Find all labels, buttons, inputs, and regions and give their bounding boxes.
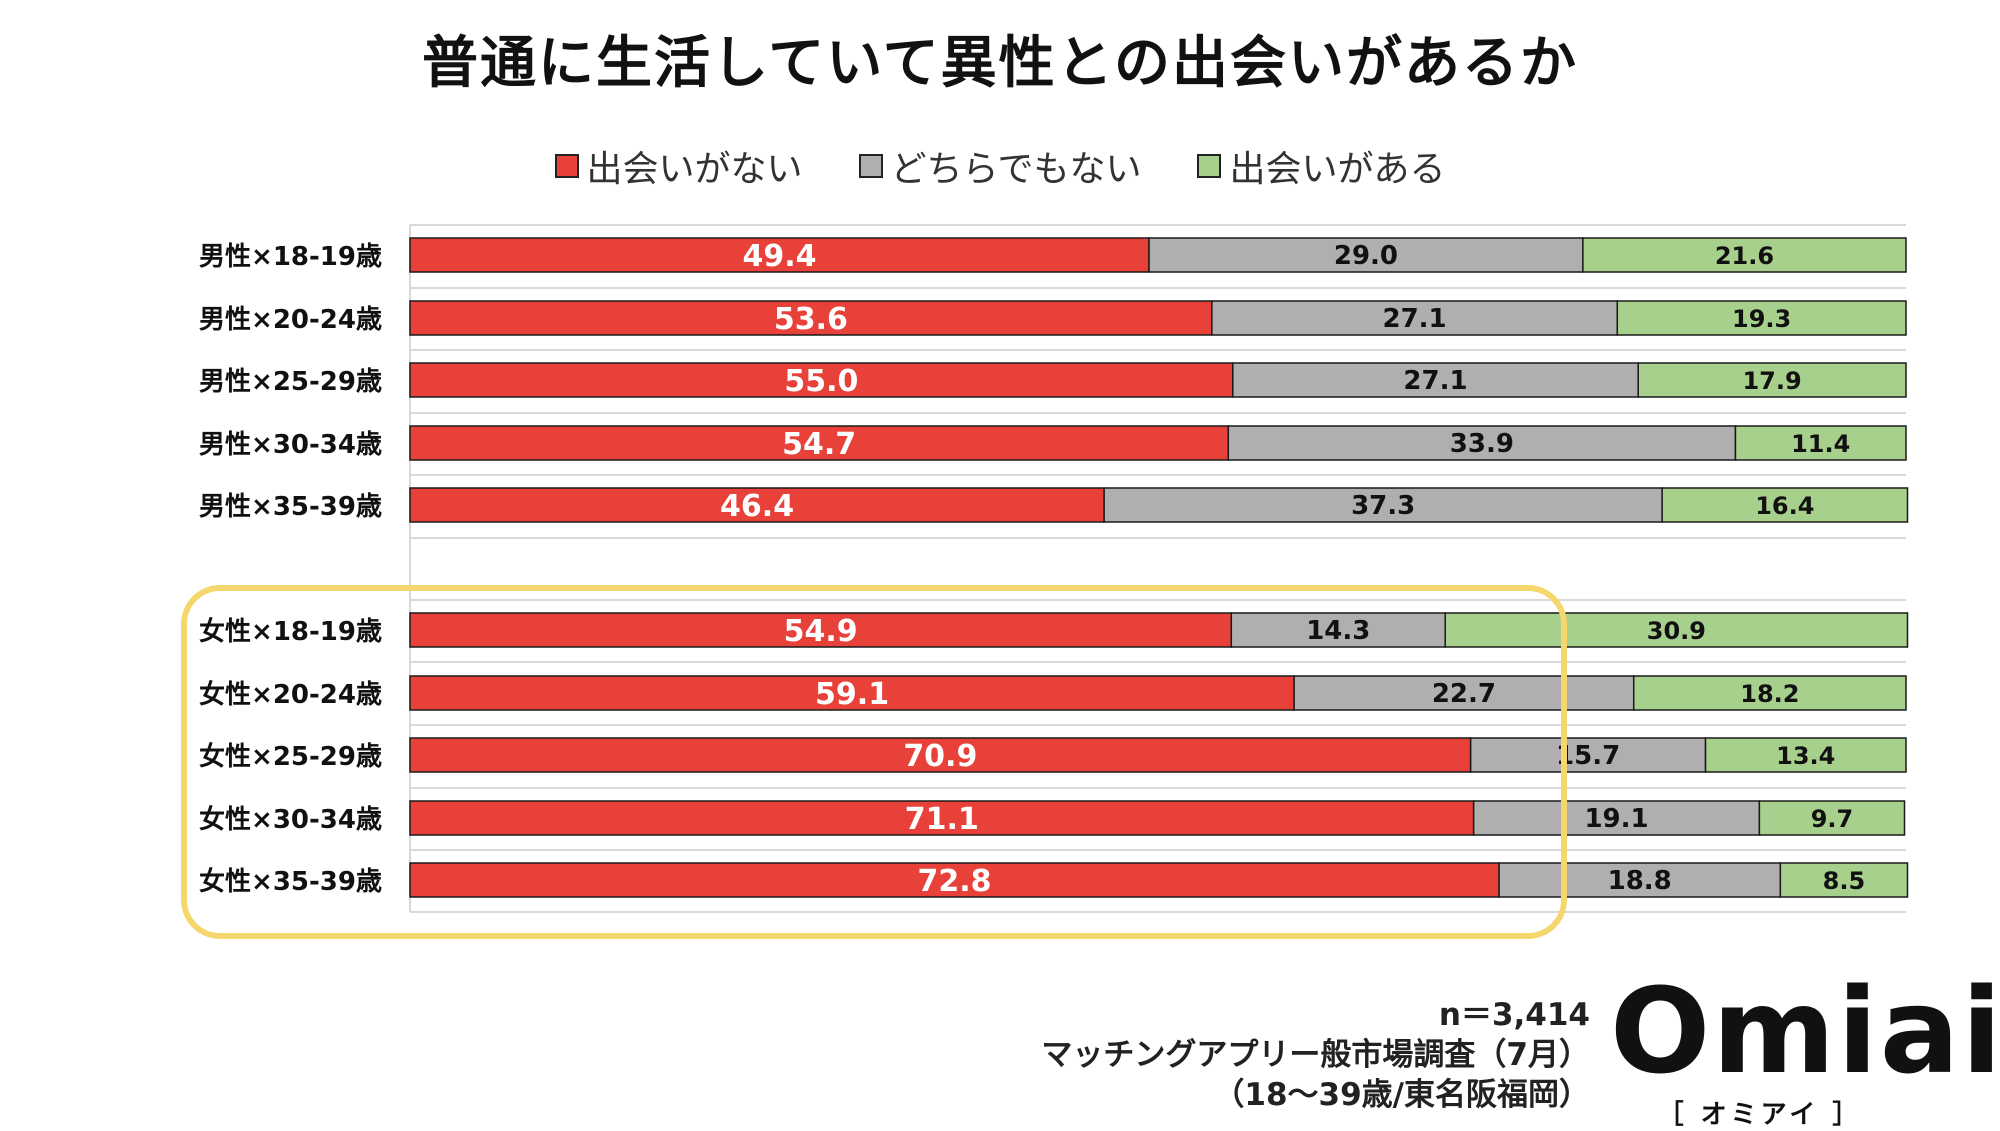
data-label: 16.4 <box>1755 492 1814 520</box>
bar-segment <box>1704 737 1907 773</box>
bar-segment <box>1758 800 1906 836</box>
bar-segment <box>1469 737 1707 773</box>
legend-label: 出会いがない <box>586 149 803 190</box>
data-label: 46.4 <box>720 489 794 524</box>
data-label: 54.9 <box>784 614 858 649</box>
data-label: 14.3 <box>1306 616 1370 646</box>
bar-segment <box>1616 300 1907 336</box>
data-label: 11.4 <box>1791 430 1850 458</box>
highlight-outline <box>181 585 1567 939</box>
data-label: 53.6 <box>774 302 848 337</box>
category-label: 男性×35-39歳 <box>199 492 382 522</box>
bar-segment <box>1230 612 1446 648</box>
bar-segment <box>1148 237 1584 273</box>
data-label: 27.1 <box>1382 304 1446 334</box>
bar-segment <box>1103 487 1663 523</box>
bar-segment <box>1637 362 1907 398</box>
legend-item-has-encounter: 出会いがある <box>1197 140 1445 192</box>
legend-label: どちらでもない <box>890 149 1142 190</box>
data-label: 49.4 <box>742 239 816 274</box>
category-label: 男性×20-24歳 <box>199 305 382 335</box>
bar-segment <box>409 487 1105 523</box>
data-label: 30.9 <box>1647 617 1706 645</box>
chart-footer: n＝3,414 マッチングアプリー般市場調査（7月） （18～39歳/東名阪福岡… <box>1041 995 1590 1115</box>
category-label: 男性×18-19歳 <box>199 242 382 272</box>
bar-segment <box>409 362 1234 398</box>
data-label: 19.3 <box>1732 305 1791 333</box>
bar-segment <box>1293 675 1635 711</box>
logo-kana: ［ オミアイ ］ <box>1657 1100 1863 1130</box>
bar-segment <box>409 862 1500 898</box>
survey-name: マッチングアプリー般市場調査（7月） <box>1041 1037 1590 1073</box>
bar-segment <box>409 300 1213 336</box>
data-label: 54.7 <box>782 427 856 462</box>
category-label: 女性×20-24歳 <box>199 679 382 710</box>
bar-segment <box>1734 425 1907 461</box>
category-label: 女性×25-29歳 <box>199 741 382 772</box>
bar-segment <box>1632 675 1907 711</box>
bar-segment <box>1444 612 1909 648</box>
legend-swatch-red <box>554 154 579 178</box>
data-label: 22.7 <box>1432 679 1496 709</box>
bar-segment <box>409 737 1472 773</box>
data-label: 71.1 <box>905 802 979 837</box>
logo-word: Omiai <box>1610 962 2000 1100</box>
data-label: 72.8 <box>918 864 992 899</box>
category-label: 男性×30-34歳 <box>199 430 382 460</box>
data-label: 27.1 <box>1403 366 1467 396</box>
data-label: 59.1 <box>815 677 889 712</box>
data-label: 18.2 <box>1740 680 1799 708</box>
legend-swatch-green <box>1197 154 1222 178</box>
data-label: 18.8 <box>1608 866 1672 896</box>
bar-segment <box>409 675 1295 711</box>
data-label: 70.9 <box>903 739 977 774</box>
data-label: 37.3 <box>1351 491 1415 521</box>
category-label: 女性×35-39歳 <box>199 866 382 897</box>
category-label: 女性×30-34歳 <box>199 804 382 835</box>
legend-label: 出会いがある <box>1229 149 1446 190</box>
data-label: 29.0 <box>1334 241 1398 271</box>
data-label: 8.5 <box>1823 867 1866 895</box>
legend-item-no-encounter: 出会いがない <box>554 140 803 192</box>
data-label: 55.0 <box>784 364 858 399</box>
data-label: 9.7 <box>1811 805 1854 833</box>
data-label: 13.4 <box>1776 742 1835 770</box>
data-label: 17.9 <box>1742 367 1801 395</box>
category-label: 男性×25-29歳 <box>199 367 382 397</box>
legend: 出会いがない どちらでもない 出会いがある <box>0 140 2000 192</box>
legend-swatch-gray <box>858 154 883 178</box>
bar-segment <box>409 800 1475 836</box>
bar-segment <box>1472 800 1761 836</box>
chart-title: 普通に生活していて異性との出会いがあるか <box>421 31 1579 96</box>
sample-size: n＝3,414 <box>1438 997 1590 1033</box>
bar-segment <box>1661 487 1909 523</box>
bar-segment <box>409 237 1150 273</box>
data-label: 19.1 <box>1584 804 1648 834</box>
category-label: 女性×18-19歳 <box>199 616 382 647</box>
bar-segment <box>1779 862 1909 898</box>
omiai-logo: Omiai ［ オミアイ ］ <box>1610 962 2000 1131</box>
bar-segment <box>1582 237 1907 273</box>
data-label: 21.6 <box>1715 242 1774 270</box>
legend-item-neither: どちらでもない <box>858 140 1142 192</box>
bar-segment <box>409 612 1233 648</box>
bar-segment <box>1232 362 1639 398</box>
survey-scope: （18～39歳/東名阪福岡） <box>1213 1077 1590 1113</box>
data-label: 33.9 <box>1450 429 1514 459</box>
